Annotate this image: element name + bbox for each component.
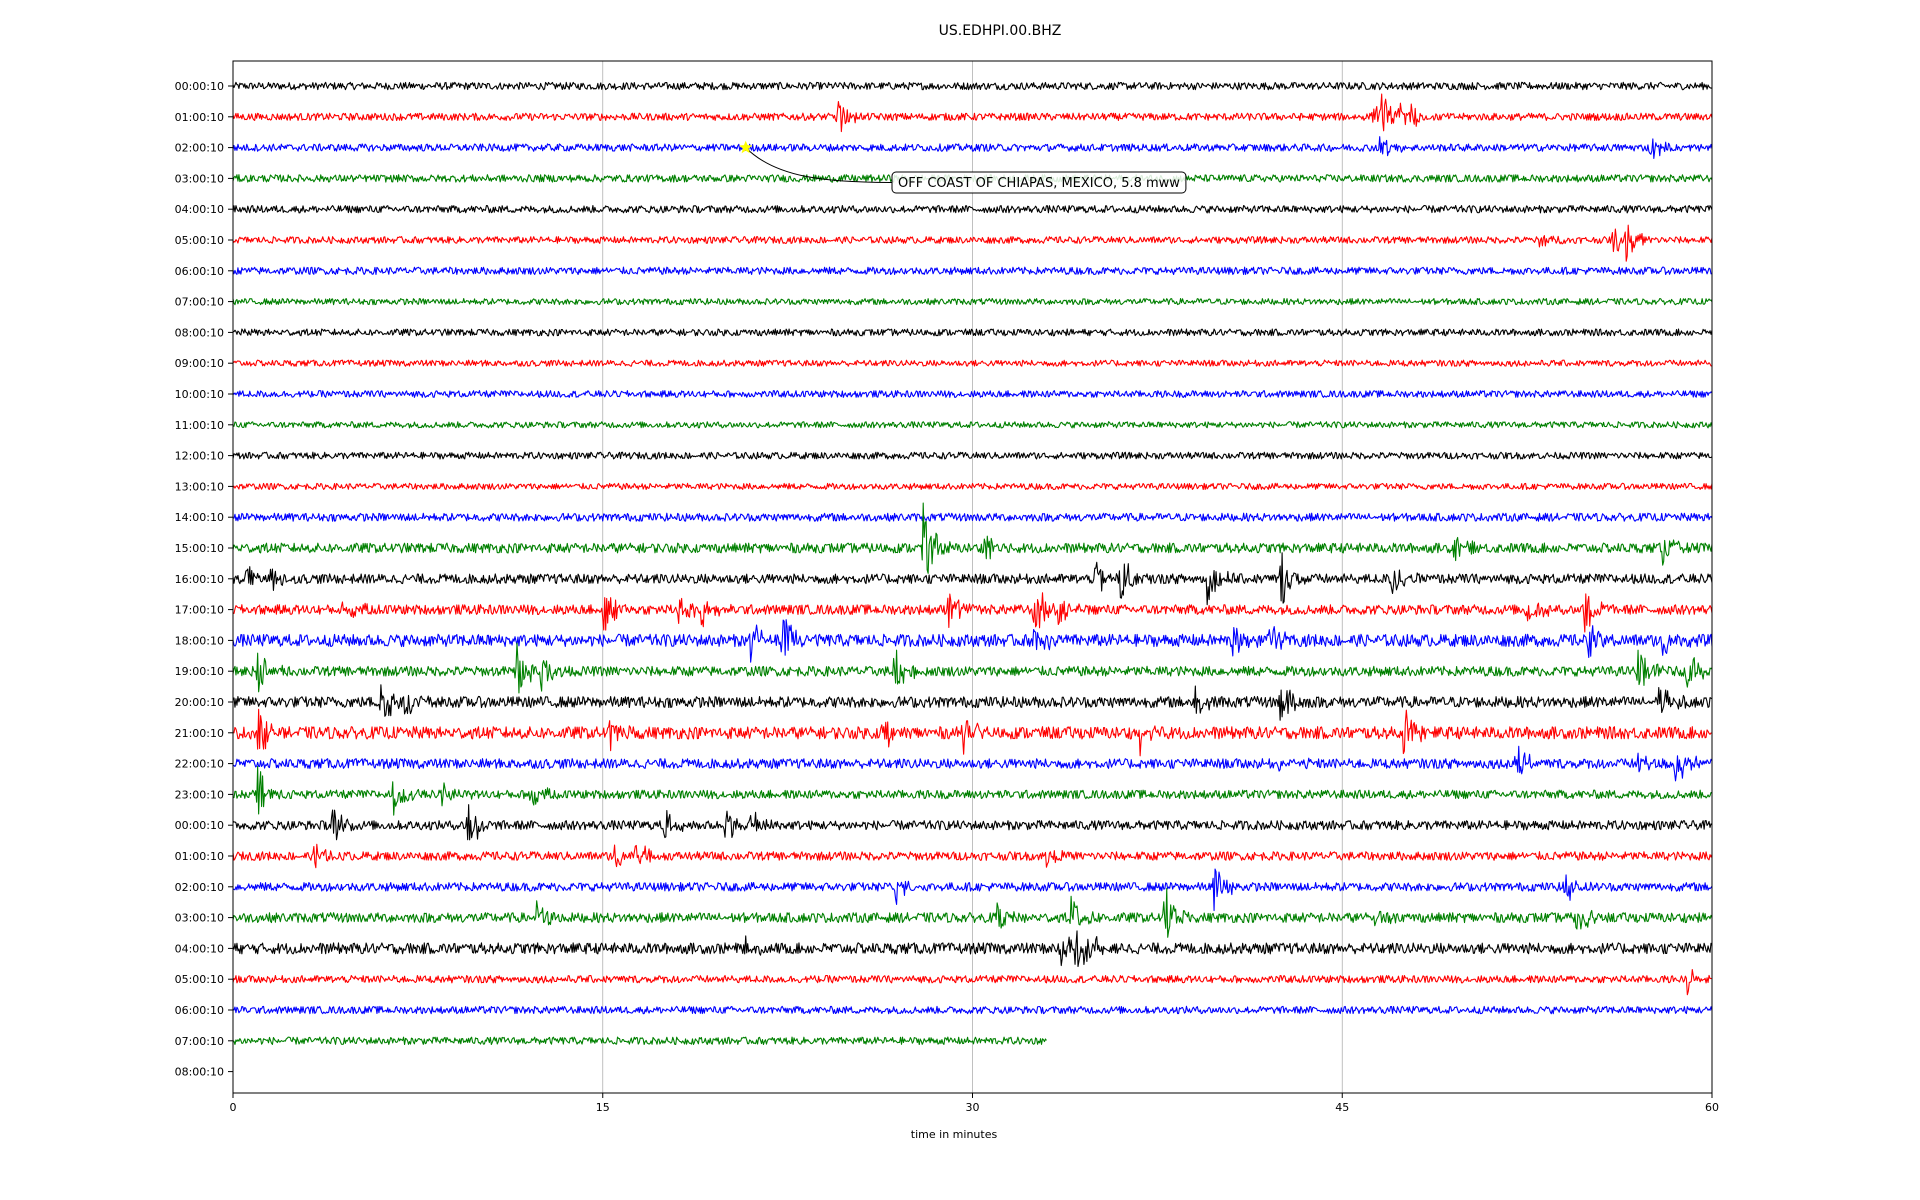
y-tick-label: 02:00:10	[175, 881, 224, 894]
event-star-marker	[739, 140, 753, 154]
trace-line	[232, 552, 1713, 606]
trace-line	[232, 266, 1713, 276]
y-tick-label: 22:00:10	[175, 758, 224, 771]
y-tick-label: 05:00:10	[175, 973, 224, 986]
y-tick-label: 15:00:10	[175, 542, 224, 555]
trace-line	[232, 684, 1713, 721]
annotation-box	[891, 171, 1187, 194]
y-tick-label: 04:00:10	[175, 942, 224, 955]
trace-line	[232, 482, 1713, 491]
y-tick-label: 19:00:10	[175, 665, 224, 678]
y-tick-label: 11:00:10	[175, 419, 224, 432]
trace-line	[232, 745, 1713, 782]
y-tick-label: 03:00:10	[175, 912, 224, 925]
y-tick-label: 01:00:10	[175, 111, 224, 124]
y-tick-label: 04:00:10	[175, 203, 224, 216]
annotation-label: OFF COAST OF CHIAPAS, MEXICO, 5.8 mww	[898, 176, 1180, 191]
trace-line	[232, 1036, 1047, 1046]
annotation-connector	[745, 147, 893, 183]
x-tick-label: 0	[230, 1101, 237, 1114]
x-axis-label: time in minutes	[911, 1128, 998, 1141]
x-tick-label: 45	[1335, 1101, 1349, 1114]
y-tick-label: 14:00:10	[175, 511, 224, 524]
y-tick-labels: 00:00:10 01:00:10 02:00:10 03:00:10 04:00:10…	[175, 80, 233, 1079]
y-tick-label: 21:00:10	[175, 727, 224, 740]
x-tick-label: 15	[596, 1101, 610, 1114]
y-tick-label: 01:00:10	[175, 850, 224, 863]
trace-line	[232, 328, 1713, 337]
y-tick-label: 07:00:10	[175, 1035, 224, 1048]
y-tick-label: 17:00:10	[175, 604, 224, 617]
trace-line	[232, 502, 1713, 574]
trace-line	[232, 224, 1713, 262]
trace-line	[232, 390, 1713, 398]
y-tick-label: 05:00:10	[175, 234, 224, 247]
trace-line	[232, 297, 1713, 306]
y-tick-label: 02:00:10	[175, 142, 224, 155]
trace-line	[232, 843, 1713, 869]
trace-line	[232, 868, 1713, 912]
y-tick-label: 09:00:10	[175, 357, 224, 370]
y-tick-label: 07:00:10	[175, 296, 224, 309]
y-tick-label: 00:00:10	[175, 819, 224, 832]
y-tick-label: 03:00:10	[175, 172, 224, 185]
trace-line	[232, 81, 1713, 91]
trace-line	[232, 93, 1713, 133]
y-tick-label: 08:00:10	[175, 326, 224, 339]
trace-line	[232, 804, 1713, 841]
trace-line	[232, 359, 1713, 367]
y-tick-label: 06:00:10	[175, 1004, 224, 1017]
trace-line	[232, 592, 1713, 633]
y-tick-label: 08:00:10	[175, 1066, 224, 1079]
trace-line	[232, 619, 1713, 663]
trace-line	[232, 969, 1713, 996]
x-tick-label: 30	[966, 1101, 980, 1114]
trace-line	[232, 204, 1713, 214]
y-tick-label: 16:00:10	[175, 573, 224, 586]
y-tick-label: 13:00:10	[175, 480, 224, 493]
trace-layer	[232, 81, 1713, 1046]
y-tick-label: 06:00:10	[175, 265, 224, 278]
trace-line	[232, 136, 1713, 160]
trace-line	[232, 708, 1713, 757]
x-tick-labels: 0 15 30 45 60	[230, 1093, 1719, 1114]
y-tick-label: 10:00:10	[175, 388, 224, 401]
trace-line	[232, 512, 1713, 522]
y-tick-label: 12:00:10	[175, 450, 224, 463]
y-tick-label: 18:00:10	[175, 634, 224, 647]
trace-line	[232, 887, 1713, 938]
trace-line	[232, 930, 1713, 968]
x-tick-label: 60	[1705, 1101, 1719, 1114]
trace-line	[232, 642, 1713, 694]
y-tick-label: 00:00:10	[175, 80, 224, 93]
trace-line	[232, 1005, 1713, 1015]
y-tick-label: 23:00:10	[175, 788, 224, 801]
event-annotation: OFF COAST OF CHIAPAS, MEXICO, 5.8 mww	[739, 140, 1187, 194]
trace-line	[232, 421, 1713, 429]
trace-line	[232, 765, 1713, 816]
trace-line	[232, 451, 1713, 460]
y-tick-label: 20:00:10	[175, 696, 224, 709]
chart-title: US.EDHPI.00.BHZ	[939, 23, 1062, 39]
